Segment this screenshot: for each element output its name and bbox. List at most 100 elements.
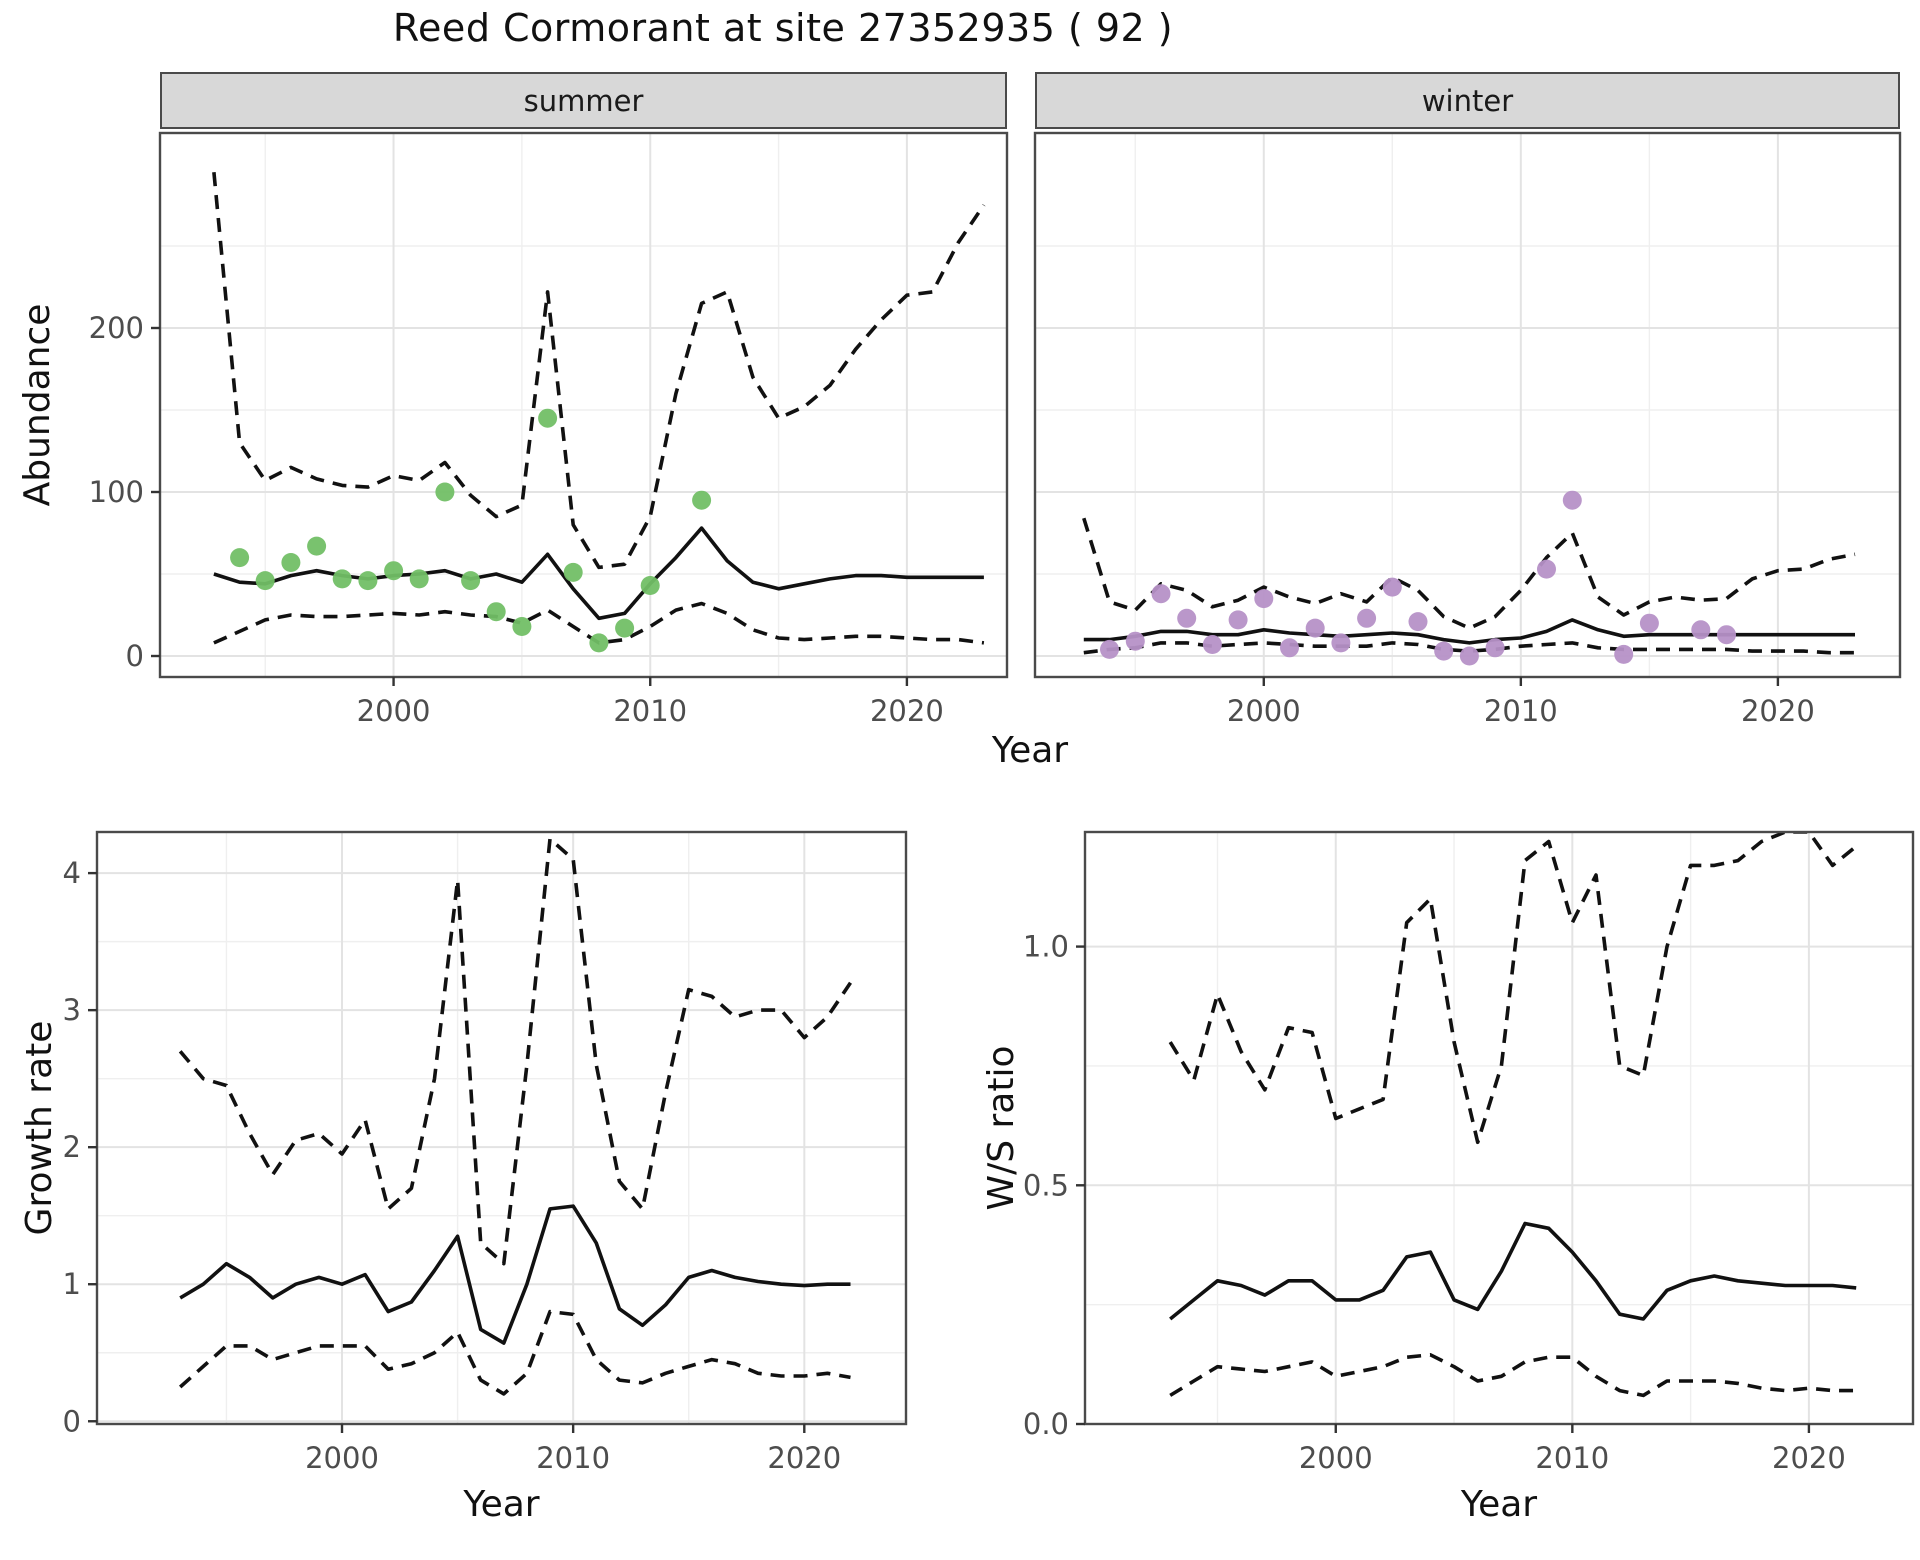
data-point [538, 408, 558, 428]
y-axis-title-abundance: Abundance [17, 303, 58, 507]
data-point [1382, 577, 1402, 597]
panel-abundance_summer: 2000 2010 2020 0 100 200 [89, 131, 1009, 728]
y-tick-label: 200 [89, 311, 144, 345]
x-tick-label: 2010 [613, 694, 687, 728]
x-axis-title-top: Year [991, 730, 1069, 771]
data-point [1280, 638, 1299, 658]
data-point [1717, 625, 1736, 645]
median-line [1169, 1221, 1857, 1321]
facet-strip-winter: winter [1035, 72, 1900, 129]
observed_counts_winter [1100, 490, 1736, 666]
axis-ticks: 2000 2010 2020 [1227, 677, 1815, 728]
series-lines [1168, 832, 1858, 1398]
data-point [1408, 612, 1428, 632]
upper_ci-line [1082, 517, 1856, 630]
panel-background [160, 133, 1007, 677]
data-point [409, 569, 429, 589]
plot-title: Reed Cormorant at site 27352935 ( 92 ) [392, 6, 1174, 50]
panel-abundance_winter: 2000 2010 2020 [1033, 131, 1902, 728]
upper_ci-line [1168, 832, 1858, 1145]
observed_counts_summer [230, 408, 712, 653]
data-point [1639, 613, 1659, 633]
data-point [512, 617, 532, 636]
facet-strip-summer: summer [160, 72, 1007, 129]
data-point [461, 571, 481, 591]
y-tick-label: 0 [126, 639, 144, 673]
data-point [281, 553, 301, 572]
x-tick-label: 2000 [357, 694, 431, 728]
data-point [1125, 631, 1145, 651]
data-point [384, 561, 404, 581]
x-tick-label: 2010 [1484, 694, 1558, 728]
y-tick-label: 100 [89, 475, 144, 509]
data-point [1459, 646, 1479, 666]
median-line [179, 1204, 851, 1345]
x-tick-label: 2000 [1299, 1441, 1373, 1475]
x-axis-title-growth-rate: Year [463, 1484, 540, 1525]
panel-border [95, 830, 908, 1426]
panel-growth_rate: 2000 2010 2020 0 1 2 3 4 [63, 830, 908, 1475]
x-axis-title-ws-ratio: Year [1460, 1484, 1538, 1525]
x-tick-label: 2010 [536, 1441, 610, 1475]
axis-ticks: 2000 2010 2020 0 100 200 [89, 311, 944, 728]
y-axis-title-ws-ratio: W/S ratio [981, 1045, 1022, 1211]
x-tick-label: 2020 [767, 1441, 841, 1475]
x-tick-label: 2020 [870, 694, 944, 728]
data-point [255, 571, 275, 591]
data-point [1691, 620, 1711, 640]
y-tick-label: 0.5 [1023, 1168, 1069, 1202]
series-lines [178, 837, 852, 1396]
x-tick-label: 2020 [1741, 694, 1815, 728]
y-tick-label: 3 [63, 993, 81, 1027]
gridlines [1035, 133, 1900, 677]
x-tick-label: 2010 [1535, 1441, 1609, 1475]
lower_ci-line [1169, 1353, 1857, 1398]
y-tick-label: 1 [63, 1267, 81, 1301]
data-point [1151, 584, 1171, 604]
x-tick-label: 2020 [1772, 1441, 1846, 1475]
data-point [692, 490, 712, 510]
facet-strip-winter-label: winter [1421, 83, 1514, 118]
upper_ci-line [178, 837, 852, 1266]
panel-background [97, 832, 906, 1424]
lower_ci-line [179, 1309, 851, 1396]
data-point [1228, 610, 1248, 630]
y-tick-label: 0.0 [1023, 1407, 1069, 1441]
data-point [435, 482, 455, 502]
data-point [1434, 641, 1454, 661]
data-point [1357, 608, 1377, 628]
upper_ci-line [212, 172, 986, 570]
data-point [358, 571, 378, 591]
data-point [1614, 644, 1634, 664]
data-point [640, 576, 660, 595]
data-point [1562, 490, 1582, 510]
panel-border [158, 131, 1009, 679]
y-tick-label: 4 [63, 856, 81, 890]
facet-strip-summer-label: summer [523, 83, 644, 118]
y-tick-label: 2 [63, 1130, 81, 1164]
axis-ticks: 2000 2010 2020 0.0 0.5 1.0 [1023, 930, 1846, 1475]
y-axis-title-growth-rate: Growth rate [19, 1020, 60, 1236]
data-point [1331, 633, 1351, 653]
data-point [230, 548, 250, 568]
data-point [589, 633, 609, 653]
data-point [1177, 608, 1197, 628]
panel-ws_ratio: 2000 2010 2020 0.0 0.5 1.0 [1023, 830, 1915, 1475]
data-point [1202, 635, 1222, 654]
gridlines [1085, 832, 1913, 1424]
data-point [563, 562, 583, 582]
axis-ticks: 2000 2010 2020 0 1 2 3 4 [63, 856, 842, 1475]
x-tick-label: 2000 [1227, 694, 1301, 728]
gridlines [97, 832, 906, 1424]
y-tick-label: 1.0 [1023, 930, 1069, 964]
panel-border [1033, 131, 1902, 679]
x-tick-label: 2000 [305, 1441, 379, 1475]
data-point [1485, 638, 1505, 658]
data-point [486, 602, 506, 622]
panel-background [1035, 133, 1900, 677]
y-tick-label: 0 [63, 1404, 81, 1438]
data-point [1537, 559, 1556, 579]
panel-background [1085, 832, 1913, 1424]
